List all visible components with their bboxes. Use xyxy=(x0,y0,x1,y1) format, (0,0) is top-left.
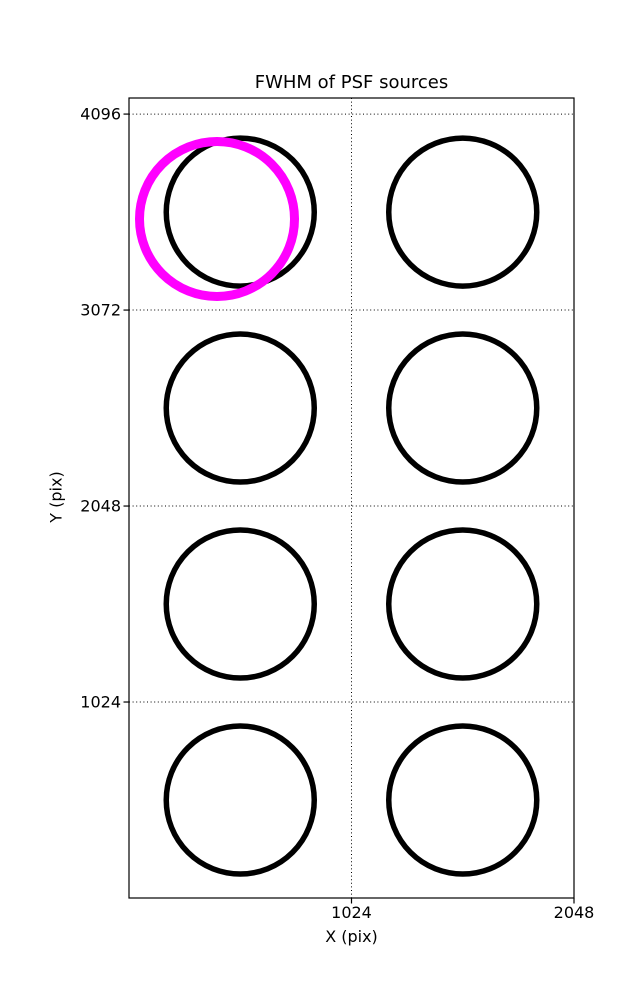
x-tick-label: 1024 xyxy=(331,903,372,922)
y-tick-label: 4096 xyxy=(80,105,121,124)
y-tick-label: 3072 xyxy=(80,301,121,320)
psf-sources-circle xyxy=(386,527,540,681)
psf-sources-circle xyxy=(386,331,540,485)
psf-sources-circle xyxy=(163,723,317,877)
y-tick-label: 2048 xyxy=(80,497,121,516)
psf-sources-circle xyxy=(163,135,317,289)
x-axis-label: X (pix) xyxy=(325,927,378,946)
chart-title: FWHM of PSF sources xyxy=(254,72,449,93)
y-axis-label: Y (pix) xyxy=(46,471,66,523)
psf-sources-circle xyxy=(163,527,317,681)
y-tick-label: 1024 xyxy=(80,693,121,712)
psf-sources-circle xyxy=(163,331,317,485)
x-tick-label: 2048 xyxy=(554,903,595,922)
psf-sources-circle xyxy=(386,135,540,289)
highlighted-source-circle xyxy=(135,136,300,301)
psf-sources-circle xyxy=(386,723,540,877)
